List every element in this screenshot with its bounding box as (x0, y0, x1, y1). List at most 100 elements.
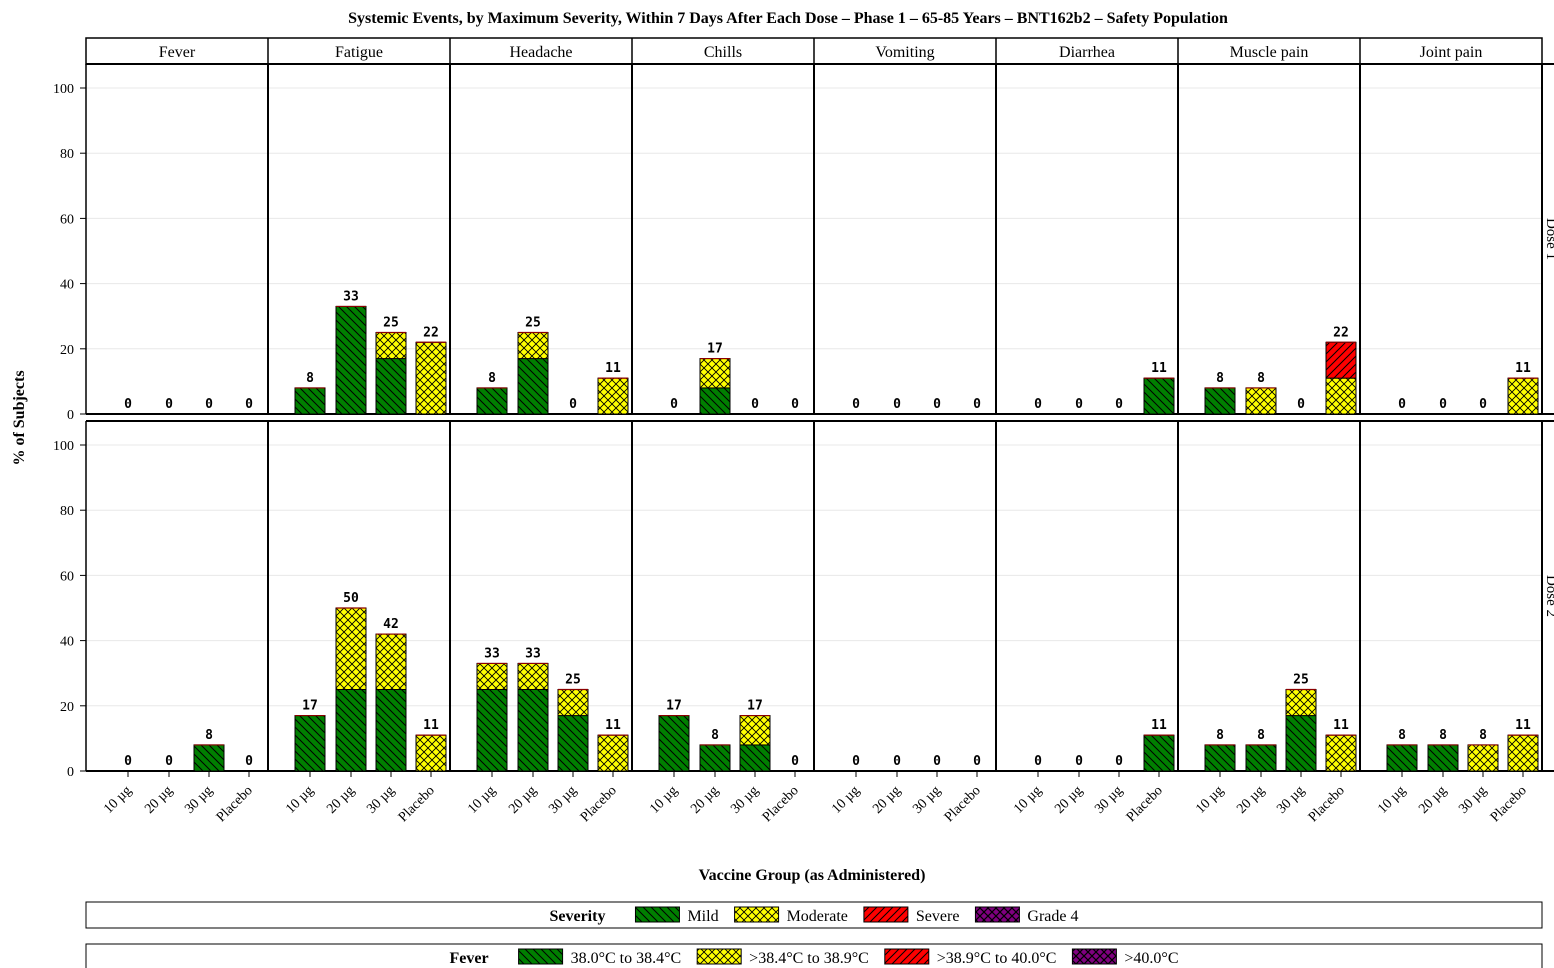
bar-segment-muscle-pain-20-g-mild (1245, 744, 1277, 772)
data-label-diarrhea-10-g: 0 (1034, 754, 1042, 769)
bar-segment-fatigue-30-g-moderate (375, 332, 407, 360)
data-label-headache-20-g: 25 (525, 316, 541, 331)
bar-segment-joint-pain-placebo-moderate (1507, 734, 1539, 772)
bar-segment-headache-30-g-moderate (557, 689, 589, 717)
bar-segment-muscle-pain-10-g-mild (1204, 387, 1236, 415)
x-tick-label-30-g: 30 µg (1274, 783, 1308, 817)
data-label-joint-pain-20-g: 0 (1439, 397, 1447, 412)
bar-segment-fatigue-30-g-mild (375, 689, 407, 772)
data-label-vomiting-placebo: 0 (973, 397, 981, 412)
bar-segment-joint-pain-10-g-mild (1386, 744, 1418, 772)
data-label-joint-pain-placebo: 11 (1515, 718, 1531, 733)
data-label-fever-30-g: 0 (205, 397, 213, 412)
data-label-muscle-pain-20-g: 8 (1257, 371, 1265, 386)
data-label-fatigue-10-g: 8 (306, 371, 314, 386)
legend-swatch-mild (634, 906, 680, 923)
data-label-muscle-pain-placebo: 11 (1333, 718, 1349, 733)
chart-title: Systemic Events, by Maximum Severity, Wi… (348, 10, 1228, 27)
panel-label-vomiting: Vomiting (875, 44, 934, 61)
legend-item-severe: Severe (916, 908, 960, 925)
data-label-muscle-pain-30-g: 25 (1293, 673, 1309, 688)
x-tick-label-20-g: 20 µg (1416, 783, 1450, 817)
data-label-chills-10-g: 17 (666, 699, 682, 714)
data-label-diarrhea-30-g: 0 (1115, 754, 1123, 769)
data-label-chills-30-g: 17 (747, 699, 763, 714)
data-label-headache-placebo: 11 (605, 718, 621, 733)
x-tick-label-10-g: 10 µg (829, 783, 863, 817)
legend-swatch-mild (518, 948, 564, 965)
legend-item-38-9-c-to-40-0-c: >38.9°C to 40.0°C (937, 950, 1057, 967)
legend-swatch-grade4 (1071, 948, 1117, 965)
bar-segment-fatigue-20-g-mild (335, 305, 367, 415)
data-label-joint-pain-30-g: 0 (1479, 397, 1487, 412)
y-tick-label: 80 (60, 147, 74, 162)
data-label-chills-20-g: 17 (707, 342, 723, 357)
data-label-diarrhea-20-g: 0 (1075, 397, 1083, 412)
bar-segment-joint-pain-30-g-moderate (1467, 744, 1499, 772)
data-label-headache-20-g: 33 (525, 646, 541, 661)
panel-label-muscle-pain: Muscle pain (1230, 44, 1309, 61)
bar-segment-headache-10-g-moderate (476, 662, 508, 690)
data-label-fatigue-placebo: 11 (423, 718, 439, 733)
data-label-fever-20-g: 0 (165, 397, 173, 412)
x-tick-label-20-g: 20 µg (324, 783, 358, 817)
bar-segment-chills-30-g-moderate (739, 715, 771, 746)
bar-segment-headache-20-g-moderate (517, 332, 549, 360)
data-label-headache-10-g: 33 (484, 646, 500, 661)
data-label-vomiting-20-g: 0 (893, 397, 901, 412)
y-tick-label: 100 (53, 439, 74, 454)
bar-segment-muscle-pain-10-g-mild (1204, 744, 1236, 772)
data-label-muscle-pain-10-g: 8 (1216, 371, 1224, 386)
legend-swatch-grade4 (974, 906, 1020, 923)
data-label-vomiting-10-g: 0 (852, 397, 860, 412)
bar-segment-muscle-pain-20-g-moderate (1245, 387, 1277, 415)
x-tick-label-30-g: 30 µg (182, 783, 216, 817)
data-label-muscle-pain-10-g: 8 (1216, 728, 1224, 743)
x-tick-label-20-g: 20 µg (688, 783, 722, 817)
data-label-chills-30-g: 0 (751, 397, 759, 412)
legend-title-severity: Severity (549, 908, 605, 925)
x-tick-label-placebo: Placebo (1306, 783, 1348, 825)
x-tick-label-30-g: 30 µg (910, 783, 944, 817)
data-label-vomiting-30-g: 0 (933, 397, 941, 412)
legend-item-mild: Mild (687, 908, 718, 925)
legend-swatch-severe (884, 948, 930, 965)
data-label-chills-20-g: 8 (711, 728, 719, 743)
data-label-joint-pain-10-g: 0 (1398, 397, 1406, 412)
panel-label-fatigue: Fatigue (335, 44, 383, 61)
x-tick-label-10-g: 10 µg (647, 783, 681, 817)
data-label-fatigue-10-g: 17 (302, 699, 318, 714)
y-tick-label: 60 (60, 212, 74, 227)
bar-segment-muscle-pain-30-g-mild (1285, 715, 1317, 772)
data-label-joint-pain-placebo: 11 (1515, 361, 1531, 376)
y-tick-label: 0 (67, 408, 74, 423)
x-tick-label-20-g: 20 µg (506, 783, 540, 817)
x-tick-label-20-g: 20 µg (870, 783, 904, 817)
bar-segment-fatigue-10-g-mild (294, 387, 326, 415)
data-label-vomiting-20-g: 0 (893, 754, 901, 769)
x-tick-label-30-g: 30 µg (728, 783, 762, 817)
x-tick-label-placebo: Placebo (578, 783, 620, 825)
panel-label-headache: Headache (509, 44, 572, 61)
y-tick-label: 40 (60, 278, 74, 293)
data-label-joint-pain-20-g: 8 (1439, 728, 1447, 743)
bar-segment-chills-30-g-mild (739, 744, 771, 772)
data-label-chills-placebo: 0 (791, 397, 799, 412)
bar-segment-fever-30-g-mild (193, 744, 225, 772)
x-tick-label-10-g: 10 µg (1011, 783, 1045, 817)
data-label-chills-placebo: 0 (791, 754, 799, 769)
panel-label-diarrhea: Diarrhea (1059, 44, 1115, 61)
x-tick-label-placebo: Placebo (1124, 783, 1166, 825)
bar-segment-fatigue-30-g-mild (375, 358, 407, 415)
bar-segment-headache-20-g-moderate (517, 662, 549, 690)
x-tick-label-placebo: Placebo (396, 783, 438, 825)
data-label-diarrhea-placebo: 11 (1151, 718, 1167, 733)
x-tick-label-10-g: 10 µg (1193, 783, 1227, 817)
legend-item-moderate: Moderate (787, 908, 848, 925)
legend-item-38-4-c-to-38-9-c: >38.4°C to 38.9°C (749, 950, 869, 967)
x-tick-label-placebo: Placebo (942, 783, 984, 825)
data-label-muscle-pain-20-g: 8 (1257, 728, 1265, 743)
panels: Fever Fatigue Headache Chills Vomiting Diarrh… (53, 37, 1554, 825)
x-tick-label-placebo: Placebo (760, 783, 802, 825)
